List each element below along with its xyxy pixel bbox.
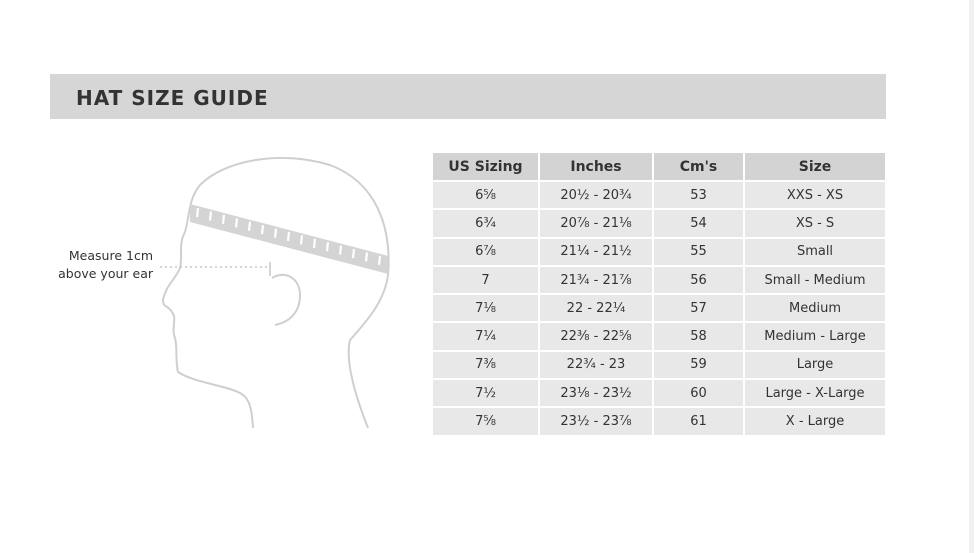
cell-us-sizing: 6⅞ [433, 238, 538, 265]
cell-us-sizing: 7 [433, 266, 538, 294]
header-us-sizing: US Sizing [433, 153, 538, 180]
cell-inches: 22¾ - 23 [540, 351, 652, 379]
cell-cms: 53 [654, 182, 743, 209]
cell-inches: 22⅜ - 22⅝ [540, 323, 652, 350]
header-size: Size [745, 153, 885, 180]
measure-instruction: Measure 1cm above your ear [40, 247, 153, 283]
tape-tick [377, 255, 382, 266]
table-row: 7¼ 22⅜ - 22⅝ 58 Medium - Large [433, 323, 885, 350]
measuring-tape-icon [190, 204, 388, 274]
cell-cms: 56 [654, 266, 743, 294]
tape-tick [299, 235, 304, 245]
cell-size: X - Large [745, 408, 885, 435]
measure-caption-line1: Measure 1cm [68, 248, 153, 263]
table-row: 7½ 23⅛ - 23½ 60 Large - X-Large [433, 380, 885, 407]
size-table: US Sizing Inches Cm's Size 6⅝ 20½ - 20¾ 53… [431, 151, 887, 437]
cell-inches: 21¼ - 21½ [540, 238, 652, 265]
cell-size: Medium [745, 295, 885, 322]
cell-size: Small [745, 238, 885, 265]
tape-tick [195, 207, 200, 218]
cell-us-sizing: 7½ [433, 380, 538, 407]
table-header-row: US Sizing Inches Cm's Size [433, 153, 885, 180]
measure-caption-line2: above your ear [58, 266, 153, 281]
table-row: 7 21¾ - 21⅞ 56 Small - Medium [433, 266, 885, 294]
cell-us-sizing: 7⅛ [433, 295, 538, 322]
tape-tick [221, 214, 226, 225]
tape-tick [364, 252, 369, 262]
cell-size: XXS - XS [745, 182, 885, 209]
cell-size: Large - X-Large [745, 380, 885, 407]
cell-us-sizing: 6⅝ [433, 182, 538, 209]
cell-cms: 54 [654, 210, 743, 237]
tape-tick [208, 211, 213, 221]
cell-inches: 23⅛ - 23½ [540, 380, 652, 407]
tape-tick [325, 242, 330, 252]
tape-tick [260, 225, 265, 235]
tape-tick [351, 248, 356, 259]
cell-inches: 21¾ - 21⅞ [540, 266, 652, 294]
tape-tick [247, 221, 252, 231]
page-title: HAT SIZE GUIDE [76, 86, 269, 110]
head-profile-icon [160, 156, 390, 429]
table-row: 6¾ 20⅞ - 21⅛ 54 XS - S [433, 210, 885, 237]
cell-us-sizing: 7¼ [433, 323, 538, 350]
cell-inches: 23½ - 23⅞ [540, 408, 652, 435]
measure-guide-line [160, 262, 271, 276]
cell-inches: 20⅞ - 21⅛ [540, 210, 652, 237]
cell-cms: 61 [654, 408, 743, 435]
cell-size: Medium - Large [745, 323, 885, 350]
tape-tick [286, 231, 291, 242]
cell-size: XS - S [745, 210, 885, 237]
table-row: 6⅝ 20½ - 20¾ 53 XXS - XS [433, 182, 885, 209]
head-outline [161, 156, 390, 429]
tape-tick [338, 245, 343, 255]
header-inches: Inches [540, 153, 652, 180]
cell-cms: 55 [654, 238, 743, 265]
cell-size: Large [745, 351, 885, 379]
table-row: 7⅛ 22 - 22¼ 57 Medium [433, 295, 885, 322]
cell-cms: 59 [654, 351, 743, 379]
tape-tick [273, 228, 278, 238]
title-bar: HAT SIZE GUIDE [50, 74, 886, 119]
cell-inches: 22 - 22¼ [540, 295, 652, 322]
cell-us-sizing: 7⅝ [433, 408, 538, 435]
cell-cms: 60 [654, 380, 743, 407]
table-row: 6⅞ 21¼ - 21½ 55 Small [433, 238, 885, 265]
cell-cms: 57 [654, 295, 743, 322]
cell-us-sizing: 6¾ [433, 210, 538, 237]
cell-cms: 58 [654, 323, 743, 350]
header-cms: Cm's [654, 153, 743, 180]
table-row: 7⅜ 22¾ - 23 59 Large [433, 351, 885, 379]
cell-us-sizing: 7⅜ [433, 351, 538, 379]
cell-size: Small - Medium [745, 266, 885, 294]
tape-tick [312, 238, 317, 248]
right-edge [969, 0, 974, 553]
tape-tick [234, 218, 239, 228]
cell-inches: 20½ - 20¾ [540, 182, 652, 209]
table-row: 7⅝ 23½ - 23⅞ 61 X - Large [433, 408, 885, 435]
